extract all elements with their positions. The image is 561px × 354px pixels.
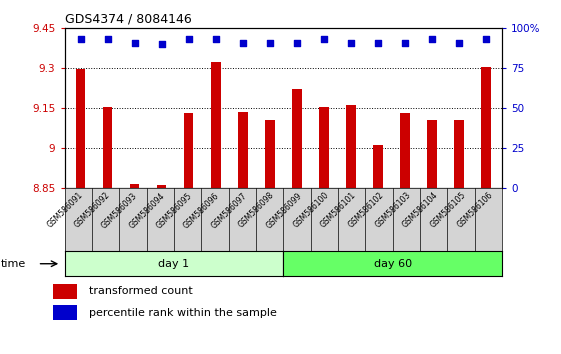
Text: transformed count: transformed count bbox=[89, 286, 192, 296]
Text: percentile rank within the sample: percentile rank within the sample bbox=[89, 308, 277, 318]
Bar bbox=[157, 185, 167, 354]
Point bbox=[427, 37, 436, 42]
Text: GSM586091: GSM586091 bbox=[45, 191, 85, 230]
Point bbox=[103, 37, 112, 42]
Bar bbox=[346, 105, 356, 354]
Text: GSM586095: GSM586095 bbox=[155, 191, 194, 230]
Bar bbox=[103, 107, 112, 354]
Text: GDS4374 / 8084146: GDS4374 / 8084146 bbox=[65, 12, 191, 25]
Bar bbox=[373, 145, 383, 354]
Text: day 60: day 60 bbox=[374, 259, 412, 269]
Bar bbox=[481, 67, 491, 354]
Text: day 1: day 1 bbox=[158, 259, 190, 269]
Point bbox=[454, 40, 463, 46]
Text: time: time bbox=[1, 259, 26, 269]
Bar bbox=[211, 62, 220, 354]
Bar bbox=[238, 112, 247, 354]
Point bbox=[184, 37, 193, 42]
Bar bbox=[292, 89, 302, 354]
Point bbox=[374, 40, 383, 46]
Text: GSM586102: GSM586102 bbox=[346, 191, 385, 230]
Point bbox=[211, 37, 220, 42]
Text: GSM586094: GSM586094 bbox=[127, 191, 167, 230]
Bar bbox=[427, 120, 436, 354]
Text: GSM586100: GSM586100 bbox=[292, 191, 330, 230]
Point bbox=[481, 37, 490, 42]
Bar bbox=[454, 120, 463, 354]
Point bbox=[292, 40, 301, 46]
Bar bbox=[400, 113, 410, 354]
Text: GSM586099: GSM586099 bbox=[264, 191, 304, 230]
Point bbox=[265, 40, 274, 46]
Text: GSM586105: GSM586105 bbox=[429, 191, 467, 230]
Point bbox=[401, 40, 410, 46]
Point bbox=[346, 40, 355, 46]
Text: GSM586101: GSM586101 bbox=[319, 191, 358, 230]
Bar bbox=[53, 284, 77, 299]
Text: GSM586092: GSM586092 bbox=[73, 191, 112, 230]
Bar bbox=[53, 305, 77, 320]
Point bbox=[130, 40, 139, 46]
Bar bbox=[76, 69, 85, 354]
Text: GSM586104: GSM586104 bbox=[401, 191, 440, 230]
Text: GSM586097: GSM586097 bbox=[209, 191, 249, 230]
Bar bbox=[184, 113, 194, 354]
Text: GSM586096: GSM586096 bbox=[182, 191, 221, 230]
Point bbox=[76, 37, 85, 42]
Point bbox=[157, 41, 166, 47]
Bar bbox=[319, 107, 329, 354]
Point bbox=[238, 40, 247, 46]
Point bbox=[319, 37, 328, 42]
Bar bbox=[130, 184, 140, 354]
Text: GSM586098: GSM586098 bbox=[237, 191, 276, 230]
Bar bbox=[265, 120, 274, 354]
Text: GSM586103: GSM586103 bbox=[374, 191, 413, 230]
Text: GSM586093: GSM586093 bbox=[100, 191, 139, 230]
Text: GSM586106: GSM586106 bbox=[456, 191, 495, 230]
